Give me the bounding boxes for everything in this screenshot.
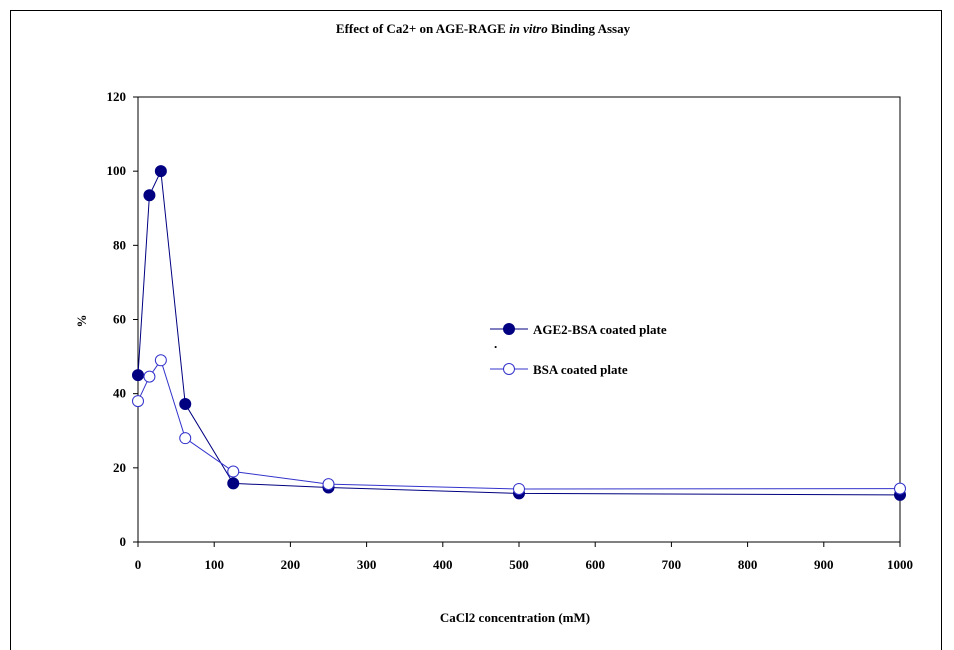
series-layer	[132, 165, 906, 501]
x-axis: 0 100 200 300 400 500 600 700 800 900 1000	[135, 542, 913, 572]
plot-area	[137, 96, 901, 543]
data-point-filled	[179, 398, 192, 411]
x-tick-label: 0	[135, 557, 142, 572]
data-point-open	[322, 478, 335, 491]
x-tick-label: 1000	[887, 557, 913, 572]
data-point-filled	[143, 189, 156, 202]
data-point-open	[513, 482, 525, 495]
x-tick-label: 300	[357, 557, 377, 572]
chart-title: Effect of Ca2+ on AGE-RAGE in vitro Bind…	[336, 21, 631, 36]
legend-marker	[503, 363, 515, 375]
data-point-open	[894, 482, 906, 495]
y-tick-label: 120	[107, 89, 127, 104]
data-point-open	[154, 354, 167, 367]
x-tick-label: 200	[281, 557, 301, 572]
legend-stray-mark: .	[494, 336, 497, 351]
data-point-open	[132, 395, 144, 408]
data-point-open	[227, 465, 240, 478]
legend-marker	[503, 323, 515, 335]
data-point-filled	[132, 369, 144, 382]
title-part-1: Effect of Ca2+ on AGE-RAGE	[336, 21, 509, 36]
x-tick-label: 600	[585, 557, 605, 572]
y-tick-label: 80	[113, 237, 126, 252]
x-tick-label: 900	[814, 557, 834, 572]
y-axis: 0 20 40 60 80 100 120	[107, 89, 138, 549]
y-axis-label: %	[74, 315, 89, 328]
y-tick-label: 60	[113, 312, 126, 327]
x-axis-label: CaCl2 concentration (mM)	[440, 610, 590, 625]
legend-item: AGE2-BSA coated plate	[490, 322, 667, 337]
x-tick-label: 400	[433, 557, 453, 572]
data-point-open	[179, 432, 192, 445]
data-point-open	[143, 370, 156, 383]
legend-label: BSA coated plate	[533, 362, 628, 377]
y-tick-label: 20	[113, 460, 126, 475]
title-part-2: in vitro	[509, 21, 548, 36]
x-tick-label: 800	[738, 557, 758, 572]
title-part-3: Binding Assay	[548, 21, 631, 36]
y-tick-label: 0	[120, 534, 127, 549]
series-1	[132, 165, 906, 501]
y-tick-label: 40	[113, 386, 126, 401]
x-tick-label: 700	[662, 557, 682, 572]
chart-frame	[10, 10, 942, 650]
legend-label: AGE2-BSA coated plate	[533, 322, 667, 337]
data-point-filled	[154, 165, 167, 178]
series-line	[137, 359, 901, 490]
legend: AGE2-BSA coated plate BSA coated plate.	[490, 322, 667, 377]
series-2	[132, 354, 906, 495]
x-tick-label: 100	[204, 557, 224, 572]
series-line	[137, 169, 901, 496]
x-tick-label: 500	[509, 557, 529, 572]
y-tick-label: 100	[107, 163, 127, 178]
legend-item: BSA coated plate	[490, 362, 628, 377]
data-point-filled	[227, 477, 240, 490]
